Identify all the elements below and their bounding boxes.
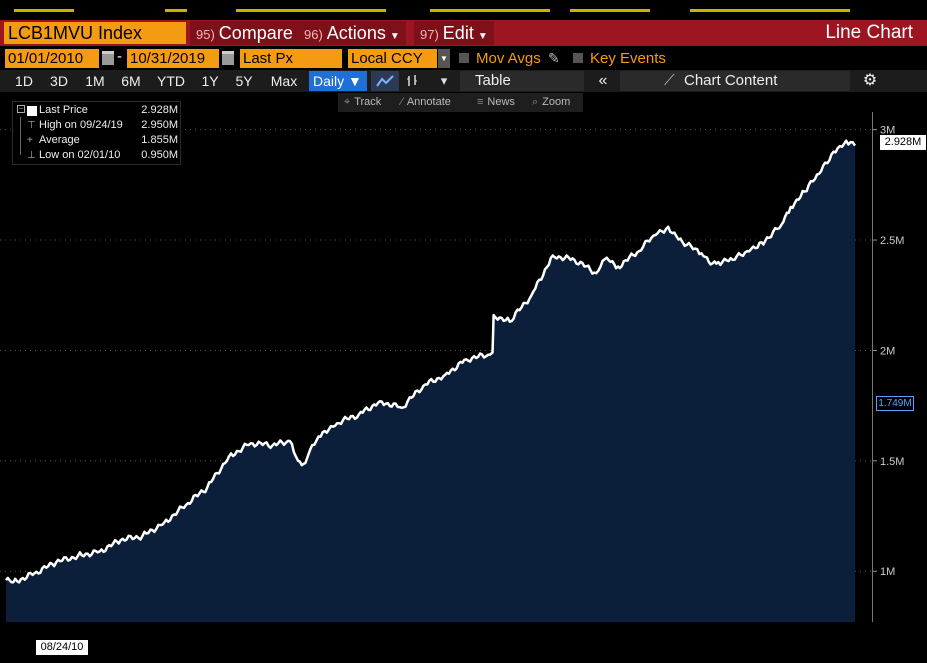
ticker-strip-segment [690, 9, 850, 12]
last-price-tag: 2.928M [880, 135, 926, 150]
legend-swatch [27, 106, 37, 116]
chart-legend: − Last Price 2.928M ⊤ High on 09/24/19 2… [12, 101, 181, 165]
y-tick-label: 1M [880, 566, 895, 578]
y-tick-label: 2M [880, 345, 895, 357]
ticker-strip-segment [430, 9, 550, 12]
track-label: Track [354, 96, 381, 108]
mov-avgs-checkbox[interactable] [459, 53, 469, 63]
ticker-strip-segment [165, 9, 187, 12]
frequency-select[interactable]: Daily ▼ [309, 71, 367, 91]
y-tick-label: 2.5M [880, 235, 904, 247]
table-button[interactable]: Table [460, 71, 584, 91]
gear-icon[interactable]: ⚙ [858, 71, 882, 91]
collapse-icon[interactable]: « [590, 71, 616, 91]
range-1d-button[interactable]: 1D [8, 71, 40, 91]
average-marker-icon: + [27, 133, 33, 148]
key-events-label[interactable]: Key Events [590, 49, 666, 68]
zoom-label: Zoom [542, 96, 570, 108]
mov-avgs-label[interactable]: Mov Avgs [476, 49, 541, 68]
actions-menu[interactable]: 96) Actions ▼ [298, 21, 406, 45]
high-marker-icon: ⊤ [27, 118, 36, 133]
cursor-date-tag: 08/24/10 [36, 640, 88, 655]
legend-label: Last Price [39, 103, 88, 118]
ticker-strip-segment [236, 9, 386, 12]
compare-menu-number: 95) [196, 27, 215, 42]
key-events-checkbox[interactable] [573, 53, 583, 63]
news-label: News [487, 96, 515, 108]
ticker-strip-segment [14, 9, 74, 12]
range-ytd-button[interactable]: YTD [152, 71, 190, 91]
price-field-select[interactable]: Last Px [240, 49, 342, 68]
annotate-tool[interactable]: ∕ Annotate [401, 95, 451, 110]
time-axis [0, 622, 927, 663]
compare-menu-label: Compare [219, 23, 293, 43]
zoom-tool[interactable]: ⌕ Zoom [532, 95, 570, 110]
legend-label: Low on 02/01/10 [39, 148, 120, 163]
chevron-down-icon[interactable]: ▾ [433, 71, 455, 91]
currency-select[interactable]: Local CCY [348, 49, 437, 68]
chart-content-button[interactable]: ⟋ Chart Content [620, 71, 850, 91]
edit-menu-number: 97) [420, 27, 439, 42]
y-tick-label: 1.5M [880, 456, 904, 468]
legend-row: ⊤ High on 09/24/19 2.950M [13, 118, 182, 133]
bar-chart-icon[interactable] [401, 71, 423, 91]
chevron-down-icon: ▼ [478, 31, 488, 42]
legend-row: Last Price 2.928M [13, 103, 182, 118]
date-separator: - [117, 48, 122, 65]
calendar-icon[interactable] [222, 51, 234, 65]
crosshair-icon: ⌖ [344, 96, 350, 108]
legend-label: High on 09/24/19 [39, 118, 123, 133]
line-chart-icon[interactable] [371, 71, 399, 91]
calendar-icon[interactable] [102, 51, 114, 65]
edit-menu-label: Edit [443, 23, 474, 43]
ticker-field[interactable]: LCB1MVU Index [4, 22, 186, 44]
compare-menu[interactable]: 95) Compare [190, 21, 299, 45]
chart-content-label: Chart Content [684, 72, 777, 89]
zoom-icon: ⌕ [532, 96, 538, 108]
actions-menu-number: 96) [304, 27, 323, 42]
low-marker-icon: ⊥ [27, 148, 36, 163]
range-1m-button[interactable]: 1M [78, 71, 112, 91]
legend-row: ⊥ Low on 02/01/10 0.950M [13, 148, 182, 163]
average-tag: 1.749M [876, 396, 914, 411]
chart-content-icon: ⟋ [664, 71, 675, 91]
ticker-strip-segment [570, 9, 650, 12]
range-5y-button[interactable]: 5Y [228, 71, 260, 91]
range-3d-button[interactable]: 3D [42, 71, 76, 91]
news-tool[interactable]: ≡ News [477, 95, 515, 110]
legend-row: + Average 1.855M [13, 133, 182, 148]
range-6m-button[interactable]: 6M [114, 71, 148, 91]
range-max-button[interactable]: Max [264, 71, 304, 91]
end-date-field[interactable]: 10/31/2019 [127, 49, 219, 68]
annotate-label: Annotate [407, 96, 451, 108]
actions-menu-label: Actions [327, 23, 386, 43]
window-title: Line Chart [825, 22, 913, 44]
range-1y-button[interactable]: 1Y [194, 71, 226, 91]
y-axis-line [872, 112, 873, 622]
track-tool[interactable]: ⌖ Track [344, 95, 381, 110]
legend-label: Average [39, 133, 80, 148]
legend-value: 1.855M [141, 133, 178, 148]
chevron-down-icon[interactable]: ▼ [438, 49, 450, 68]
chevron-down-icon: ▼ [390, 31, 400, 42]
news-icon: ≡ [477, 96, 483, 108]
top-strip [0, 0, 927, 20]
annotate-icon: ∕ [401, 96, 403, 108]
edit-menu[interactable]: 97) Edit ▼ [414, 21, 494, 45]
legend-value: 2.928M [141, 103, 178, 118]
start-date-field[interactable]: 01/01/2010 [5, 49, 99, 68]
legend-value: 0.950M [141, 148, 178, 163]
price-area [6, 141, 855, 622]
pencil-icon[interactable]: ✎ [548, 50, 560, 67]
legend-value: 2.950M [141, 118, 178, 133]
